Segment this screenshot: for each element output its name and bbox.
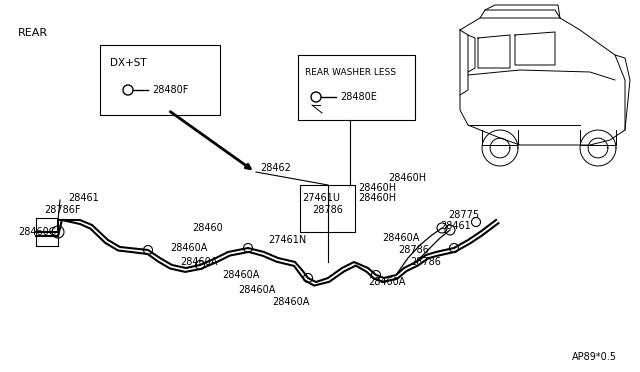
Text: 27461U: 27461U (302, 193, 340, 203)
Text: 28786F: 28786F (44, 205, 81, 215)
Text: 28460A: 28460A (382, 233, 419, 243)
Text: 28461: 28461 (440, 221, 471, 231)
Text: 28786: 28786 (312, 205, 343, 215)
Text: 28460H: 28460H (358, 183, 396, 193)
Bar (300, 185, 355, 232)
Text: 28460H: 28460H (388, 173, 426, 183)
Text: AP89*0.5: AP89*0.5 (572, 352, 617, 362)
Bar (298, 55, 415, 120)
Text: 28460H: 28460H (358, 193, 396, 203)
Text: 28460A: 28460A (180, 257, 218, 267)
Text: 28462: 28462 (260, 163, 291, 173)
Text: 28786: 28786 (410, 257, 441, 267)
Text: 27461N: 27461N (268, 235, 307, 245)
Text: DX+ST: DX+ST (110, 58, 147, 68)
Text: 28480E: 28480E (340, 92, 377, 102)
Text: 28460A: 28460A (170, 243, 207, 253)
Text: 28775: 28775 (448, 210, 479, 220)
Bar (100, 45, 220, 115)
Text: REAR: REAR (18, 28, 48, 38)
Text: 28460A: 28460A (222, 270, 259, 280)
Text: 28460G: 28460G (18, 227, 56, 237)
Text: 28460A: 28460A (368, 277, 405, 287)
Text: 28460A: 28460A (272, 297, 309, 307)
Text: 28480F: 28480F (152, 85, 188, 95)
Text: 28460A: 28460A (238, 285, 275, 295)
Text: 28461: 28461 (68, 193, 99, 203)
Text: 28460: 28460 (192, 223, 223, 233)
Text: 28786: 28786 (398, 245, 429, 255)
Text: REAR WASHER LESS: REAR WASHER LESS (305, 68, 396, 77)
